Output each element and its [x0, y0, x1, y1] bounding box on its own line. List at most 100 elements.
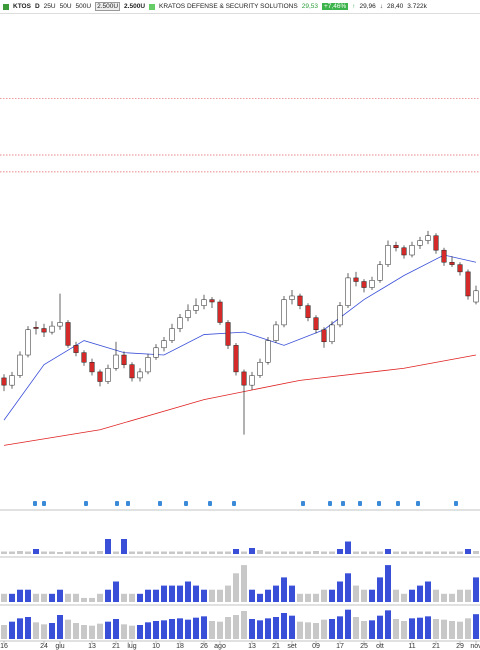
panel3-bar: [17, 589, 23, 602]
panel3-bar: [9, 593, 15, 602]
candle-body: [273, 324, 279, 341]
x-tick-label: 24: [40, 643, 48, 650]
candle-body: [193, 305, 199, 311]
volume-bar: [297, 621, 303, 639]
event-marker[interactable]: [377, 501, 381, 506]
panel3-bar: [409, 589, 415, 602]
panel3-bar: [265, 589, 271, 602]
volume-bar: [393, 619, 399, 639]
event-marker[interactable]: [158, 501, 162, 506]
volume-bar: [113, 619, 119, 639]
volume-bar: [329, 619, 335, 639]
event-marker[interactable]: [232, 501, 236, 506]
candle-body: [337, 305, 343, 326]
volume-bar: [433, 619, 439, 639]
event-marker[interactable]: [341, 501, 345, 506]
event-marker[interactable]: [301, 501, 305, 506]
x-tick-label: lug: [127, 643, 136, 650]
volume-bar: [385, 610, 391, 639]
event-marker[interactable]: [184, 501, 188, 506]
candle-body: [417, 240, 423, 246]
volume-bar: [377, 615, 383, 639]
panel2-bar: [361, 551, 367, 554]
candle-body: [441, 249, 447, 263]
event-marker[interactable]: [208, 501, 212, 506]
candle-body: [33, 327, 39, 329]
candle-body: [1, 377, 7, 386]
range-button[interactable]: 2.500U: [95, 2, 121, 11]
panel3-bar: [169, 585, 175, 602]
candle-body: [129, 364, 135, 379]
event-marker[interactable]: [416, 501, 420, 506]
volume-bar: [169, 619, 175, 639]
volume-bar: [25, 617, 31, 639]
volume-bar: [89, 625, 95, 639]
event-markers: [33, 501, 458, 506]
panel3-bar: [273, 585, 279, 602]
candle-body: [145, 357, 151, 373]
x-tick-label: 13: [248, 643, 256, 650]
event-marker[interactable]: [328, 501, 332, 506]
panel2-bar: [401, 551, 407, 554]
volume-bar: [73, 623, 79, 639]
event-marker[interactable]: [396, 501, 400, 506]
panel2-bar: [225, 551, 231, 554]
panel3-bar: [73, 593, 79, 602]
panel2-bar: [217, 551, 223, 554]
candle-body: [121, 354, 127, 365]
event-marker[interactable]: [42, 501, 46, 506]
volume-bar: [121, 624, 127, 639]
panel2-bar: [33, 549, 39, 554]
panel2-bar: [113, 551, 119, 554]
range-dropdown[interactable]: 2.500U: [124, 3, 146, 10]
event-marker[interactable]: [454, 501, 458, 506]
event-marker[interactable]: [358, 501, 362, 506]
candle-body: [169, 328, 175, 341]
period[interactable]: D: [34, 3, 40, 10]
volume-bar: [337, 616, 343, 639]
volume-bar: [417, 617, 423, 639]
x-tick-label: 11: [408, 643, 415, 650]
panel2-bar: [73, 551, 79, 554]
chart-icon[interactable]: [149, 3, 156, 10]
volume-bar: [209, 621, 215, 639]
event-marker[interactable]: [84, 501, 88, 506]
last-price: 29,53: [301, 3, 318, 10]
volume-bar: [313, 623, 319, 639]
candle-body: [401, 247, 407, 256]
volume-bar: [9, 621, 15, 639]
volume-bar: [265, 618, 271, 639]
volume-bar: [257, 620, 263, 639]
volume-bar: [425, 616, 431, 639]
candle-body: [233, 345, 239, 373]
symbol[interactable]: KTOS: [13, 3, 31, 10]
panel3-bar: [41, 593, 47, 602]
panel2-bar: [305, 551, 311, 554]
event-marker[interactable]: [115, 501, 119, 506]
panel3-bar: [113, 581, 119, 602]
panel2-bar: [129, 551, 135, 554]
candle-body: [353, 277, 359, 282]
panel2-bar: [385, 549, 391, 554]
panel3-bar: [1, 593, 7, 602]
volume-bar: [33, 622, 39, 639]
panel2-bar: [49, 551, 55, 554]
candle-body: [361, 281, 367, 288]
panel2-bar: [177, 551, 183, 554]
volume-bar: [281, 613, 287, 639]
volume-bar: [137, 625, 143, 639]
panel3-bar: [305, 593, 311, 602]
event-marker[interactable]: [33, 501, 37, 506]
volume-bar: [145, 622, 151, 639]
range-button[interactable]: 25U: [43, 3, 56, 10]
day-high: 29,96: [359, 3, 376, 10]
panel2-bar: [273, 551, 279, 554]
volume-bar: [289, 615, 295, 639]
range-button[interactable]: 50U: [59, 3, 72, 10]
volume-bar: [1, 625, 7, 639]
range-button[interactable]: 500U: [75, 3, 92, 10]
panel2-bar: [345, 541, 351, 554]
volume-bar: [465, 618, 471, 639]
candle-body: [81, 352, 87, 363]
event-marker[interactable]: [126, 501, 130, 506]
